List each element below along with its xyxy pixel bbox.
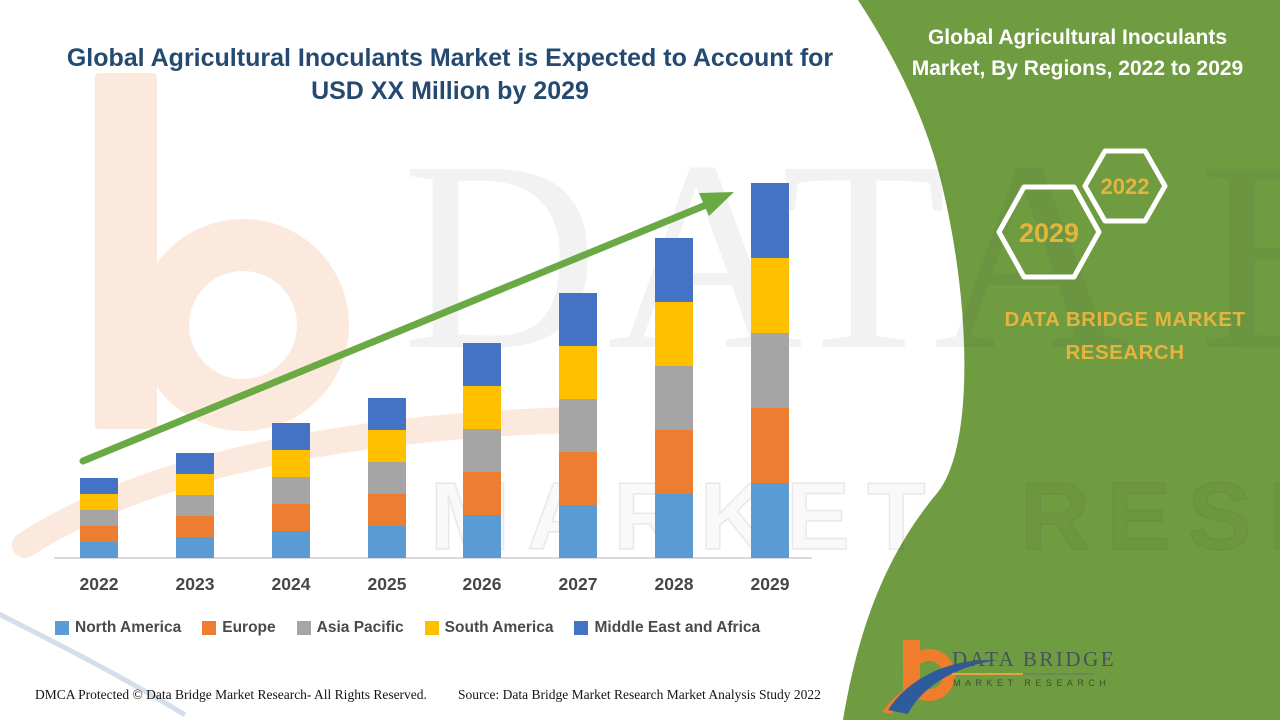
bar-segment-2026-europe	[463, 472, 501, 515]
legend-swatch-asia-pacific	[296, 621, 311, 635]
year-hexagons: 2029 2022	[996, 148, 1168, 280]
side-panel-brand-text: DATA BRIDGE MARKET RESEARCH	[940, 303, 1280, 369]
x-axis-label-2025: 2025	[367, 574, 407, 594]
bar-segment-2022-europe	[80, 526, 118, 542]
side-panel-heading-line2: Market, By Regions, 2022 to 2029	[911, 57, 1244, 80]
legend-label-asia-pacific: Asia Pacific	[316, 619, 404, 636]
page-title: Global Agricultural Inoculants Market is…	[20, 42, 880, 108]
bar-segment-2022-south-america	[80, 494, 118, 510]
bar-segment-2024-middle-east-and-africa	[272, 423, 310, 450]
bar-segment-2027-middle-east-and-africa	[559, 293, 597, 346]
x-axis-label-2023: 2023	[175, 574, 215, 594]
legend-item-asia-pacific: Asia Pacific	[296, 619, 404, 637]
bar-segment-2028-asia-pacific	[655, 366, 693, 430]
page-title-line1: Global Agricultural Inoculants Market is…	[66, 44, 834, 72]
legend-item-north-america: North America	[55, 619, 181, 637]
legend-swatch-north-america	[55, 621, 69, 635]
bar-segment-2024-asia-pacific	[272, 477, 310, 504]
legend-label-south-america: South America	[444, 619, 554, 636]
logo-wordmark: DATA BRIDGE	[952, 647, 1117, 671]
bar-segment-2029-north-america	[751, 483, 789, 558]
bar-segment-2026-middle-east-and-africa	[463, 343, 501, 386]
bar-segment-2023-south-america	[176, 474, 214, 495]
x-axis-line	[54, 557, 812, 559]
bar-segment-2026-south-america	[463, 386, 501, 429]
bar-segment-2023-middle-east-and-africa	[176, 453, 214, 474]
legend-label-north-america: North America	[75, 619, 182, 636]
bar-segment-2022-north-america	[80, 542, 118, 558]
bar-segment-2028-middle-east-and-africa	[655, 238, 693, 302]
bar-segment-2022-middle-east-and-africa	[80, 478, 118, 494]
legend-item-south-america: South America	[424, 619, 554, 637]
side-panel-heading: Global Agricultural Inoculants Market, B…	[885, 22, 1270, 84]
hexagon-2022-label: 2022	[1101, 174, 1150, 199]
logo-underline	[952, 673, 1094, 675]
bar-segment-2023-north-america	[176, 537, 214, 558]
source-note: Source: Data Bridge Market Research Mark…	[458, 687, 821, 702]
databridge-logo-icon	[882, 640, 998, 714]
bar-segment-2028-north-america	[655, 494, 693, 558]
legend-label-middle-east-and-africa: Middle East and Africa	[594, 619, 761, 636]
x-axis-label-2027: 2027	[558, 574, 598, 594]
side-panel-brand-line2: RESEARCH	[1065, 341, 1185, 364]
green-side-panel-shape	[843, 0, 1280, 720]
bar-segment-2024-north-america	[272, 531, 310, 558]
bar-segment-2026-asia-pacific	[463, 429, 501, 472]
bar-segment-2025-asia-pacific	[368, 462, 406, 494]
bar-segment-2029-south-america	[751, 258, 789, 333]
dmca-notice: DMCA Protected © Data Bridge Market Rese…	[35, 687, 427, 702]
bar-segment-2023-europe	[176, 516, 214, 537]
bar-segment-2027-europe	[559, 452, 597, 505]
x-axis-label-2028: 2028	[654, 574, 694, 594]
legend-swatch-middle-east-and-africa	[574, 621, 589, 635]
bar-segment-2028-europe	[655, 430, 693, 494]
bar-segment-2027-north-america	[559, 505, 597, 558]
page-title-line2: USD XX Million by 2029	[311, 77, 589, 105]
side-panel-heading-line1: Global Agricultural Inoculants	[927, 26, 1228, 49]
bar-segment-2025-europe	[368, 494, 406, 526]
bar-segment-2023-asia-pacific	[176, 495, 214, 516]
legend-label-europe: Europe	[222, 619, 276, 636]
bar-segment-2025-middle-east-and-africa	[368, 398, 406, 430]
blue-swoosh-watermark-icon	[0, 611, 187, 718]
x-axis-label-2022: 2022	[79, 574, 119, 594]
legend-item-middle-east-and-africa: Middle East and Africa	[574, 619, 760, 637]
bar-segment-2024-europe	[272, 504, 310, 531]
bar-segment-2028-south-america	[655, 302, 693, 366]
hexagon-2029-icon: 2029	[996, 184, 1102, 280]
bar-segment-2026-north-america	[463, 515, 501, 558]
x-axis-label-2026: 2026	[462, 574, 502, 594]
bar-segment-2029-middle-east-and-africa	[751, 183, 789, 258]
bar-segment-2029-asia-pacific	[751, 333, 789, 408]
bar-segment-2025-south-america	[368, 430, 406, 462]
x-axis-label-2024: 2024	[271, 574, 311, 594]
legend-item-europe: Europe	[202, 619, 276, 637]
hexagon-2029-label: 2029	[1019, 218, 1079, 248]
bar-segment-2024-south-america	[272, 450, 310, 477]
bar-segment-2022-asia-pacific	[80, 510, 118, 526]
legend-swatch-south-america	[424, 621, 439, 635]
chart-legend: North America Europe Asia Pacific South Ame…	[55, 619, 760, 637]
bar-segment-2027-south-america	[559, 346, 597, 399]
x-axis-label-2029: 2029	[750, 574, 790, 594]
bar-segment-2029-europe	[751, 408, 789, 483]
hexagon-2022-icon: 2022	[1082, 148, 1168, 224]
bar-segment-2025-north-america	[368, 526, 406, 558]
legend-swatch-europe	[202, 621, 217, 635]
side-panel-brand-line1: DATA BRIDGE MARKET	[1004, 308, 1246, 331]
bar-segment-2027-asia-pacific	[559, 399, 597, 452]
logo-subtext: MARKET RESEARCH	[953, 678, 1111, 688]
